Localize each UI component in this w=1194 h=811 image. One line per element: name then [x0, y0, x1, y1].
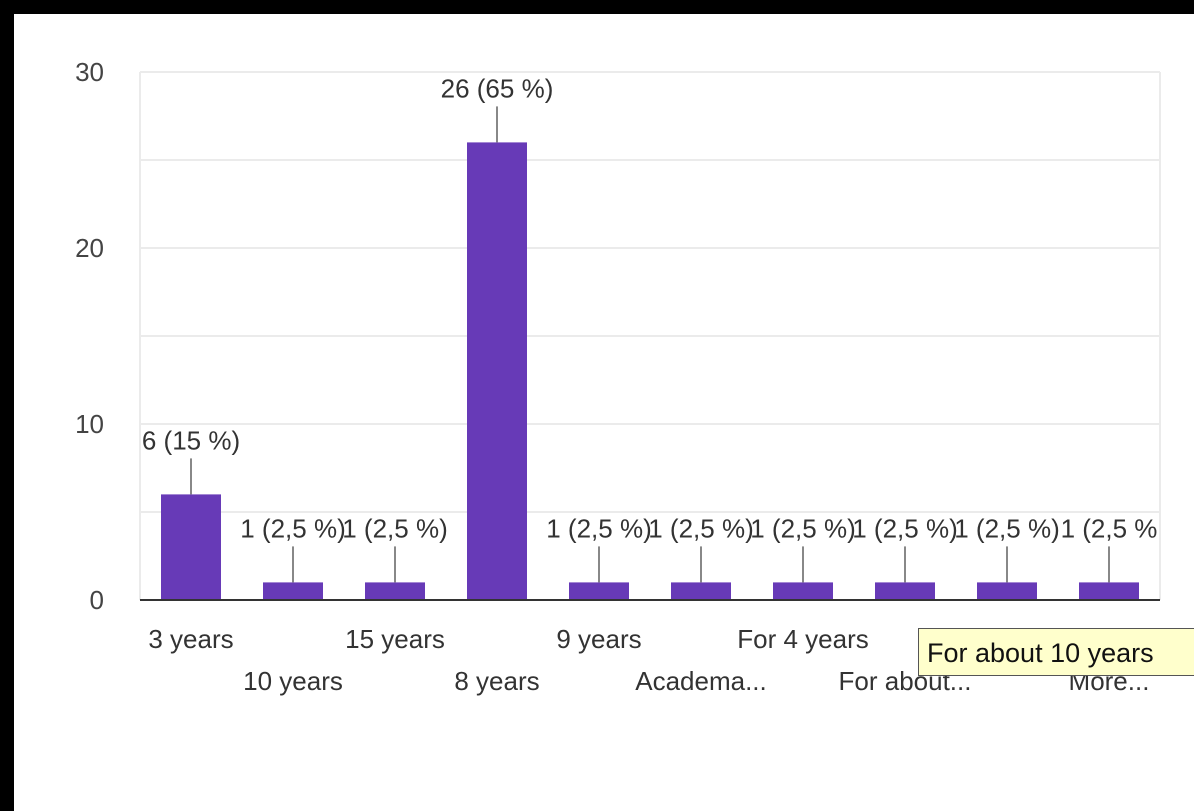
data-label: 6 (15 %) — [142, 425, 240, 455]
x-category-label: 8 years — [454, 666, 539, 696]
data-label: 1 (2,5 %) — [648, 513, 754, 543]
bar[interactable] — [569, 582, 629, 600]
data-label: 1 (2,5 %) — [240, 513, 346, 543]
chart-frame: 0 10 20 30 6 (15 %) 1 (2,5 %) 1 (2,5 %) 26 (65… — [14, 14, 1194, 811]
gridlines — [139, 71, 1161, 600]
y-axis-ticks: 0 10 20 30 — [75, 57, 104, 615]
data-label: 1 (2,5 % — [1061, 513, 1158, 543]
bars: 6 (15 %)1 (2,5 %)1 (2,5 %)26 (65 %)1 (2,… — [142, 73, 1158, 600]
x-category-label: For 4 years — [737, 624, 869, 654]
hover-tooltip: For about 10 years — [918, 628, 1194, 676]
data-label: 26 (65 %) — [441, 73, 554, 103]
y-tick-label: 10 — [75, 409, 104, 439]
bar[interactable] — [467, 142, 527, 600]
bar[interactable] — [263, 582, 323, 600]
x-category-label: 10 years — [243, 666, 343, 696]
x-category-label: Academa... — [635, 666, 767, 696]
y-tick-label: 30 — [75, 57, 104, 87]
data-label: 1 (2,5 %) — [954, 513, 1060, 543]
bar[interactable] — [161, 494, 221, 600]
x-category-label: 9 years — [556, 624, 641, 654]
bar[interactable] — [365, 582, 425, 600]
data-label: 1 (2,5 %) — [852, 513, 958, 543]
y-tick-label: 0 — [90, 585, 104, 615]
y-tick-label: 20 — [75, 233, 104, 263]
bar[interactable] — [773, 582, 833, 600]
bar[interactable] — [1079, 582, 1139, 600]
bar[interactable] — [977, 582, 1037, 600]
x-category-label: 15 years — [345, 624, 445, 654]
x-category-label: 3 years — [148, 624, 233, 654]
data-label: 1 (2,5 %) — [342, 513, 448, 543]
data-label: 1 (2,5 %) — [546, 513, 652, 543]
bar[interactable] — [671, 582, 731, 600]
bar[interactable] — [875, 582, 935, 600]
data-label: 1 (2,5 %) — [750, 513, 856, 543]
